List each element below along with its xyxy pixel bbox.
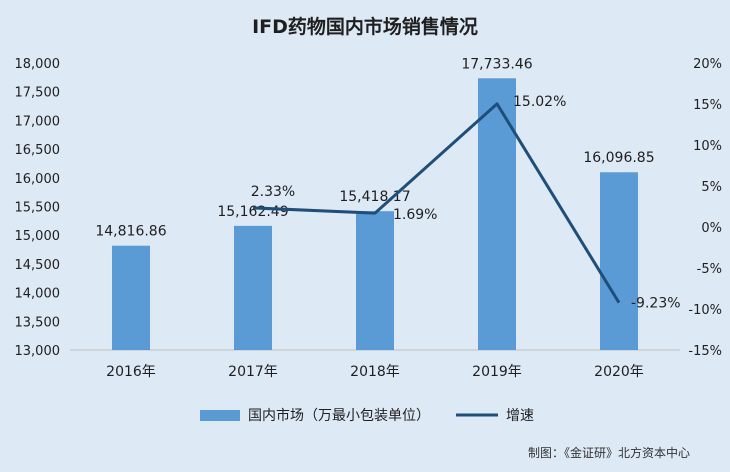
- growth-value-label: 2.33%: [251, 184, 295, 200]
- y-left-tick-label: 13,500: [15, 315, 61, 330]
- y-left-tick-label: 13,000: [15, 344, 61, 359]
- bar: [234, 225, 272, 350]
- y-left-tick-label: 14,500: [15, 258, 61, 273]
- y-left-tick-label: 16,000: [15, 172, 61, 187]
- bar: [600, 172, 638, 350]
- y-right-tick-label: -10%: [688, 303, 722, 318]
- y-right-tick-label: 20%: [693, 57, 722, 72]
- bar: [478, 78, 516, 351]
- y-right-tick-label: -15%: [688, 344, 722, 359]
- legend-line-label: 增速: [506, 408, 534, 424]
- chart-title: IFD药物国内市场销售情况: [252, 16, 478, 38]
- bar: [112, 245, 150, 350]
- x-tick-label: 2018年: [350, 364, 400, 380]
- y-right-tick-label: 10%: [693, 139, 722, 154]
- y-right-tick-label: 5%: [701, 180, 722, 195]
- bar-value-label: 17,733.46: [461, 56, 532, 72]
- x-tick-label: 2020年: [594, 364, 644, 380]
- source-note: 制图：《金证研》北方资本中心: [527, 446, 690, 460]
- y-left-tick-label: 14,000: [15, 287, 61, 302]
- bar-value-label: 15,418.17: [339, 189, 410, 205]
- bar-value-label: 15,162.49: [217, 204, 288, 220]
- y-left-tick-label: 16,500: [15, 143, 61, 158]
- y-left-tick-label: 17,500: [15, 86, 61, 101]
- legend-bar-label: 国内市场（万最小包装单位）: [248, 407, 430, 424]
- x-tick-label: 2016年: [106, 364, 156, 380]
- growth-value-label: 1.69%: [393, 207, 437, 223]
- bar: [356, 211, 394, 350]
- y-left-tick-label: 18,000: [15, 57, 61, 72]
- y-left-tick-label: 17,000: [15, 114, 61, 129]
- bar-value-label: 16,096.85: [583, 150, 654, 166]
- growth-value-label: 15.02%: [513, 94, 566, 110]
- bar-value-label: 14,816.86: [95, 224, 166, 240]
- legend-bar-swatch: [200, 410, 240, 421]
- x-tick-label: 2019年: [472, 364, 522, 380]
- y-right-tick-label: 0%: [701, 221, 722, 236]
- y-left-tick-label: 15,500: [15, 201, 61, 216]
- y-right-tick-label: 15%: [693, 98, 722, 113]
- y-right-tick-label: -5%: [697, 262, 722, 277]
- x-tick-label: 2017年: [228, 364, 278, 380]
- growth-value-label: -9.23%: [631, 296, 681, 312]
- growth-line: [252, 102, 621, 304]
- y-left-tick-label: 15,000: [15, 229, 61, 244]
